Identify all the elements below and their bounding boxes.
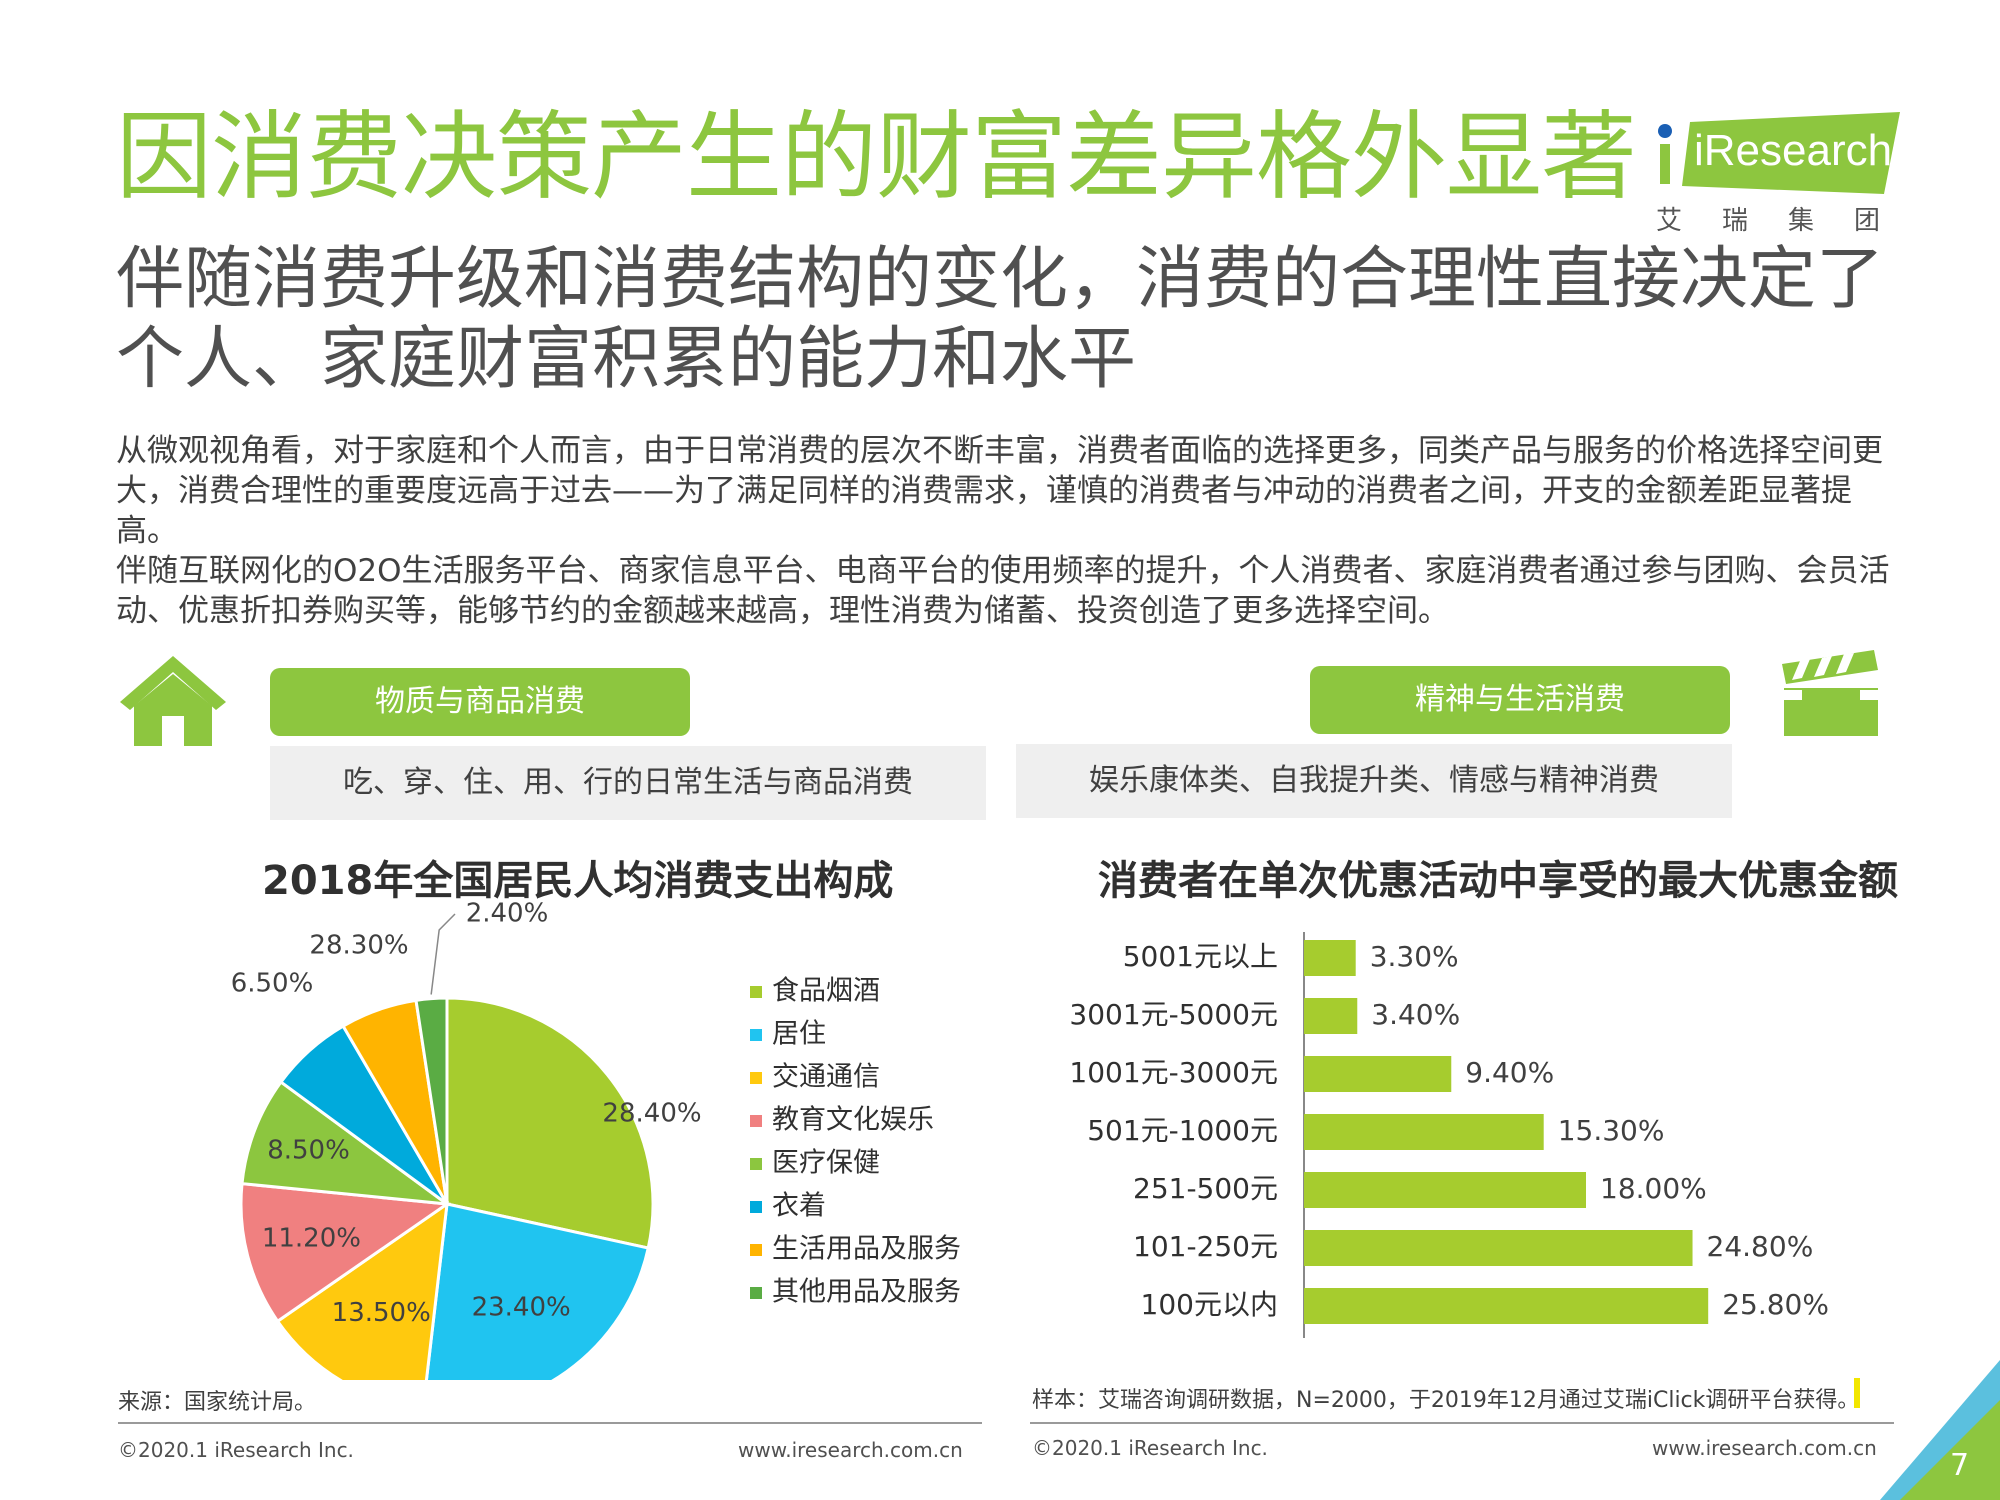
bar-value-label-5: 24.80% bbox=[1707, 1230, 1814, 1263]
bar-category-label-6: 100元以内 bbox=[1141, 1288, 1278, 1321]
pie-slice-7 bbox=[414, 996, 449, 1205]
bar-value-label-3: 15.30% bbox=[1558, 1114, 1665, 1147]
category-right-description: 娱乐康体类、自我提升类、情感与精神消费 bbox=[1016, 744, 1732, 818]
bar-value-label-2: 9.40% bbox=[1465, 1056, 1554, 1089]
pie-chart-title: 2018年全国居民人均消费支出构成 bbox=[262, 858, 894, 904]
bar-category-label-1: 3001元-5000元 bbox=[1069, 998, 1278, 1031]
bar-value-label-6: 25.80% bbox=[1722, 1288, 1829, 1321]
legend-label-4: 医疗保健 bbox=[772, 1148, 880, 1179]
logo-banner-icon bbox=[1682, 112, 1900, 194]
pie-slice-4 bbox=[240, 1079, 453, 1207]
pie-leader-line bbox=[430, 913, 456, 995]
legend-label-3: 教育文化娱乐 bbox=[772, 1105, 934, 1136]
body-paragraph-2: 伴随互联网化的O2O生活服务平台、商家信息平台、电商平台的使用频率的提升，个人消… bbox=[116, 552, 1890, 629]
legend-swatch-1 bbox=[750, 1029, 762, 1041]
bar-6 bbox=[1304, 1288, 1709, 1324]
pie-data-label-1: 23.40% bbox=[472, 1292, 571, 1322]
legend-swatch-0 bbox=[750, 986, 762, 998]
pie-chart: 28.40% 23.40% 13.50% 11.20% 8.50% 6.50% 28.30%… bbox=[231, 900, 961, 1380]
footer-copyright-left: ©2020.1 iResearch Inc. bbox=[118, 1438, 354, 1462]
pie-data-label-3: 11.20% bbox=[262, 1224, 361, 1254]
pie-data-label-0: 28.40% bbox=[602, 1099, 701, 1129]
pie-source-note: 来源：国家统计局。 bbox=[118, 1390, 317, 1415]
bar-value-label-1: 3.40% bbox=[1371, 998, 1460, 1031]
subtitle-line-2: 个人、家庭财富积累的能力和水平 bbox=[116, 320, 1137, 400]
footer-url-left: www.iresearch.com.cn bbox=[738, 1438, 963, 1462]
page-number: 7 bbox=[1950, 1448, 1970, 1483]
pie-data-label-2: 13.50% bbox=[332, 1298, 431, 1328]
bar-2 bbox=[1304, 1056, 1452, 1092]
bar-category-label-4: 251-500元 bbox=[1133, 1172, 1278, 1205]
logo-dot-icon bbox=[1658, 124, 1672, 138]
bar-chart: 5001元以上 3.30% 3001元-5000元 3.40% 1001元-3000元 9… bbox=[1069, 932, 1829, 1338]
pie-slice-2 bbox=[275, 1200, 449, 1380]
house-icon bbox=[120, 656, 226, 746]
bar-category-label-2: 1001元-3000元 bbox=[1069, 1056, 1278, 1089]
subtitle: 伴随消费升级和消费结构的变化，消费的合理性直接决定了 个人、家庭财富积累的能力和… bbox=[116, 240, 1916, 400]
bar-category-label-5: 101-250元 bbox=[1133, 1230, 1278, 1263]
pie-slice-3 bbox=[239, 1181, 452, 1324]
bar-3 bbox=[1304, 1114, 1544, 1150]
legend-label-0: 食品烟酒 bbox=[772, 976, 880, 1007]
bar-category-label-0: 5001元以上 bbox=[1123, 940, 1278, 973]
pie-slice-0 bbox=[445, 996, 655, 1250]
category-left-description: 吃、穿、住、用、行的日常生活与商品消费 bbox=[270, 746, 986, 820]
iresearch-logo: iResearch 艾瑞集团 bbox=[1650, 108, 1900, 236]
bar-chart-title: 消费者在单次优惠活动中享受的最大优惠金额 bbox=[1098, 858, 1898, 904]
bar-category-label-3: 501元-1000元 bbox=[1087, 1114, 1278, 1147]
page-title: 因消费决策产生的财富差异格外显著 bbox=[116, 101, 1637, 213]
highlight-marker bbox=[1854, 1378, 1860, 1408]
subtitle-line-1: 伴随消费升级和消费结构的变化，消费的合理性直接决定了 bbox=[116, 240, 1885, 319]
legend-swatch-2 bbox=[750, 1072, 762, 1084]
pie-data-label-5: 6.50% bbox=[231, 969, 314, 999]
pie-data-label-7: 2.40% bbox=[466, 900, 549, 929]
clapperboard-icon bbox=[1782, 650, 1878, 736]
legend-label-1: 居住 bbox=[772, 1019, 826, 1050]
legend-label-7: 其他用品及服务 bbox=[772, 1277, 961, 1308]
body-text: 从微观视角看，对于家庭和个人而言，由于日常消费的层次不断丰富，消费者面临的选择更… bbox=[116, 432, 1896, 632]
legend-swatch-6 bbox=[750, 1244, 762, 1256]
bar-4 bbox=[1304, 1172, 1586, 1208]
bar-1 bbox=[1304, 998, 1358, 1034]
legend-label-5: 衣着 bbox=[772, 1191, 826, 1222]
legend-swatch-7 bbox=[750, 1287, 762, 1299]
footer-url-right: www.iresearch.com.cn bbox=[1652, 1436, 1877, 1460]
logo-text: iResearch bbox=[1694, 126, 1893, 175]
legend-label-2: 交通通信 bbox=[772, 1062, 880, 1093]
footer-copyright-right: ©2020.1 iResearch Inc. bbox=[1032, 1436, 1268, 1460]
bar-value-label-0: 3.30% bbox=[1370, 940, 1459, 973]
legend-swatch-3 bbox=[750, 1115, 762, 1127]
category-right-label: 精神与生活消费 bbox=[1310, 666, 1730, 734]
corner-decoration-icon bbox=[1880, 1360, 2000, 1500]
pie-data-label-4: 8.50% bbox=[267, 1135, 350, 1165]
bar-value-label-4: 18.00% bbox=[1600, 1172, 1707, 1205]
body-paragraph-1: 从微观视角看，对于家庭和个人而言，由于日常消费的层次不断丰富，消费者面临的选择更… bbox=[116, 433, 1883, 549]
legend-label-6: 生活用品及服务 bbox=[772, 1234, 961, 1265]
bar-0 bbox=[1304, 940, 1356, 976]
bar-5 bbox=[1304, 1230, 1693, 1266]
footer-divider-left bbox=[118, 1422, 982, 1424]
footer-divider-right bbox=[1030, 1422, 1894, 1424]
pie-slice-1 bbox=[424, 1202, 651, 1380]
bar-source-note: 样本：艾瑞咨询调研数据，N=2000，于2019年12月通过艾瑞iClick调研… bbox=[1032, 1388, 1860, 1413]
legend-swatch-5 bbox=[750, 1201, 762, 1213]
pie-data-label-6: 28.30% bbox=[309, 931, 408, 961]
category-left-label: 物质与商品消费 bbox=[270, 668, 690, 736]
logo-chinese-name: 艾瑞集团 bbox=[1656, 206, 1921, 236]
legend-swatch-4 bbox=[750, 1158, 762, 1170]
logo-stem-icon bbox=[1660, 144, 1670, 184]
